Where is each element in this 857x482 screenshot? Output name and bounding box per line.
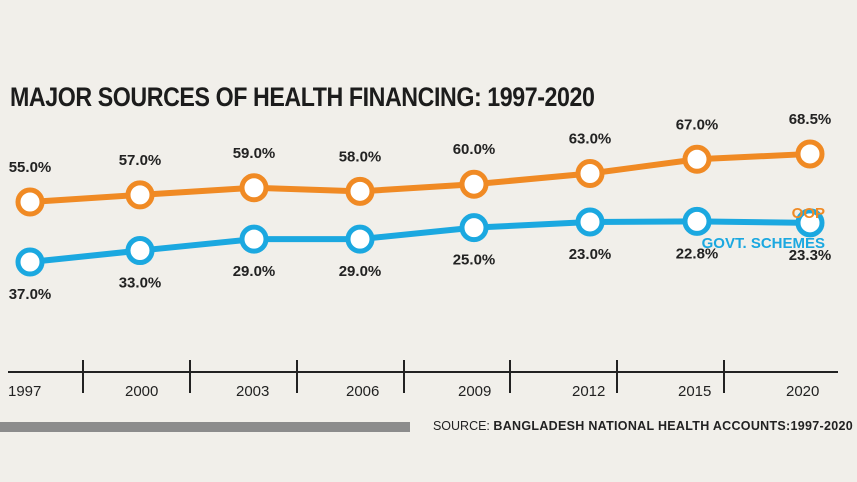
data-point <box>239 173 269 203</box>
series-line-0 <box>29 150 811 205</box>
data-point <box>575 207 605 237</box>
data-label: 25.0% <box>453 252 496 269</box>
series-line-1 <box>29 218 811 265</box>
data-label: 33.0% <box>119 275 162 292</box>
x-tick-label: 2003 <box>236 383 269 400</box>
source-text: BANGLADESH NATIONAL HEALTH ACCOUNTS:1997… <box>493 419 853 433</box>
x-tick-label: 2000 <box>125 383 158 400</box>
data-label: 37.0% <box>9 286 52 303</box>
data-point <box>682 144 712 174</box>
data-point <box>459 169 489 199</box>
data-label: 60.0% <box>453 141 496 158</box>
data-point <box>239 224 269 254</box>
data-point <box>15 247 45 277</box>
data-label: 57.0% <box>119 152 162 169</box>
x-tick-label: 2009 <box>458 383 491 400</box>
data-label: 55.0% <box>9 159 52 176</box>
source-note: SOURCE: BANGLADESH NATIONAL HEALTH ACCOU… <box>433 419 853 433</box>
data-label: 22.8% <box>676 245 719 262</box>
legend-govt-schemes: GOVT. SCHEMES <box>701 235 825 252</box>
data-point <box>15 187 45 217</box>
data-label: 23.3% <box>789 247 832 264</box>
x-tick-label: 2012 <box>572 383 605 400</box>
x-tick-label: 1997 <box>8 383 41 400</box>
data-point <box>345 224 375 254</box>
data-point <box>125 236 155 266</box>
data-label: 58.0% <box>339 148 382 165</box>
x-tick-label: 2015 <box>678 383 711 400</box>
data-label: 59.0% <box>233 145 276 162</box>
data-label: 29.0% <box>233 263 276 280</box>
x-tick-label: 2006 <box>346 383 379 400</box>
data-label: 23.0% <box>569 246 612 263</box>
x-tick-label: 2020 <box>786 383 819 400</box>
data-point <box>459 213 489 243</box>
source-prefix: SOURCE: <box>432 419 490 433</box>
chart-title: MAJOR SOURCES OF HEALTH FINANCING: 1997-… <box>10 82 595 112</box>
data-point <box>125 180 155 210</box>
data-point <box>345 176 375 206</box>
data-point <box>795 139 825 169</box>
data-label: 68.5% <box>789 111 832 128</box>
source-bar <box>0 422 410 432</box>
legend-oop: OOP <box>791 205 825 222</box>
data-label: 63.0% <box>569 131 612 148</box>
data-point <box>795 208 825 238</box>
data-label: 29.0% <box>339 263 382 280</box>
data-point <box>575 159 605 189</box>
data-label: 67.0% <box>676 116 719 133</box>
data-point <box>682 206 712 236</box>
